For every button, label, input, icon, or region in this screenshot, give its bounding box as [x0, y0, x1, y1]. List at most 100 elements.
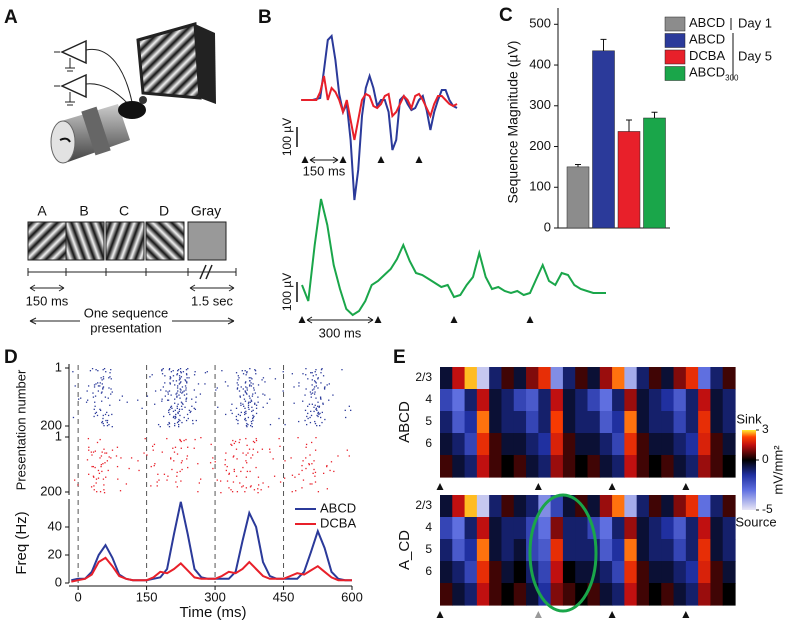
y-tick-label: 0	[55, 574, 62, 589]
raster-dot	[323, 472, 325, 475]
heat-cell	[599, 411, 613, 434]
raster-dot	[99, 438, 101, 441]
raster-dot	[231, 412, 233, 415]
raster-dot	[197, 463, 199, 465]
raster-dot	[179, 397, 181, 399]
raster-dot	[249, 486, 252, 488]
raster-dot	[181, 421, 183, 424]
map-label: ABCD	[396, 401, 413, 443]
raster-dot	[184, 406, 186, 408]
raster-dot	[116, 446, 119, 448]
raster-dot	[293, 402, 295, 404]
raster-dot	[94, 466, 96, 469]
heat-cell	[489, 495, 503, 518]
y-tick-label: 100	[529, 179, 551, 194]
raster-dot	[91, 368, 94, 370]
raster-dot	[103, 492, 106, 494]
raster-dot	[297, 437, 299, 439]
map-label: A_CD	[396, 530, 413, 570]
raster-dot	[321, 421, 323, 424]
raster-dot	[110, 378, 112, 380]
heat-cell	[575, 433, 589, 456]
heat-cell	[698, 455, 712, 478]
heat-cell	[550, 583, 564, 606]
raster-dot	[107, 469, 109, 472]
raster-dot	[197, 383, 200, 385]
raster-dot	[191, 398, 193, 400]
raster-dot	[161, 398, 163, 400]
raster-dot	[126, 401, 128, 403]
raster-dot	[262, 377, 265, 379]
heat-cell	[648, 583, 662, 606]
raster-dot	[92, 392, 94, 394]
raster-dot	[97, 370, 99, 372]
raster-dot	[321, 411, 323, 414]
raster-dot	[109, 376, 111, 378]
raster-dot	[168, 411, 170, 414]
raster-dot	[164, 395, 166, 397]
heat-cell	[440, 583, 453, 606]
heat-cell	[464, 455, 478, 478]
heat-cell	[464, 539, 478, 562]
heat-cell	[562, 455, 576, 478]
raster-dot	[254, 403, 256, 405]
bar	[566, 166, 590, 229]
raster-dot	[167, 423, 169, 426]
raster-dot	[98, 472, 101, 475]
raster-dot	[250, 420, 253, 423]
raster-dot	[137, 399, 139, 401]
heat-cell	[501, 517, 515, 540]
raster-dot	[314, 420, 316, 423]
raster-dot	[73, 479, 76, 481]
raster-dot	[185, 438, 187, 441]
heat-cell	[513, 495, 527, 518]
raster-dot	[301, 469, 303, 472]
raster-dot	[174, 402, 176, 404]
raster-dot	[95, 411, 98, 414]
scale-bar	[309, 156, 339, 164]
raster-dot	[255, 437, 257, 440]
raster-dot	[177, 390, 179, 392]
freq-line	[71, 556, 352, 583]
colorbar-top-label: Sink	[736, 411, 762, 426]
heat-cell	[612, 367, 625, 390]
raster-dot	[181, 392, 183, 394]
legend-swatch	[664, 16, 686, 32]
heat-cell	[501, 389, 515, 412]
raster-dot	[298, 385, 300, 387]
heat-cell	[698, 411, 712, 434]
y-axis-label: Freq (Hz)	[13, 511, 30, 574]
stimulus-sequence: A B C D E A B C D Gray 150 ms 1.5 sec On…	[4, 5, 513, 368]
raster-dot	[245, 381, 247, 383]
raster-dot	[246, 444, 248, 447]
heat-cell	[612, 539, 625, 562]
stimulus-onset	[301, 156, 309, 163]
raster-dot	[190, 410, 192, 413]
error-bar	[600, 38, 607, 51]
heat-cell	[513, 539, 527, 562]
raster-dot	[91, 454, 93, 456]
heat-cell	[476, 561, 490, 584]
raster-dot	[110, 388, 112, 390]
heat-cell	[624, 561, 638, 584]
raster-dot	[89, 370, 92, 372]
legend-text: ABCD	[689, 15, 725, 30]
heat-cell	[562, 433, 576, 456]
raster-dot	[318, 406, 320, 408]
heat-cell	[722, 561, 736, 584]
heat-cell	[440, 367, 453, 390]
raster-dot	[174, 422, 176, 425]
heat-cell	[513, 389, 527, 412]
raster-dot	[195, 419, 197, 422]
group-label: Day 1	[738, 15, 772, 30]
raster-dot	[152, 449, 154, 451]
raster-dot	[306, 415, 308, 418]
raster-dot	[224, 464, 226, 466]
raster-dot	[185, 397, 188, 399]
raster-dot	[313, 460, 315, 462]
raster-tick-label: 1	[55, 428, 62, 443]
stimulus-onset	[534, 483, 542, 490]
raster-dot	[178, 418, 180, 421]
raster-dot	[216, 387, 218, 389]
raster-dot	[249, 401, 252, 403]
